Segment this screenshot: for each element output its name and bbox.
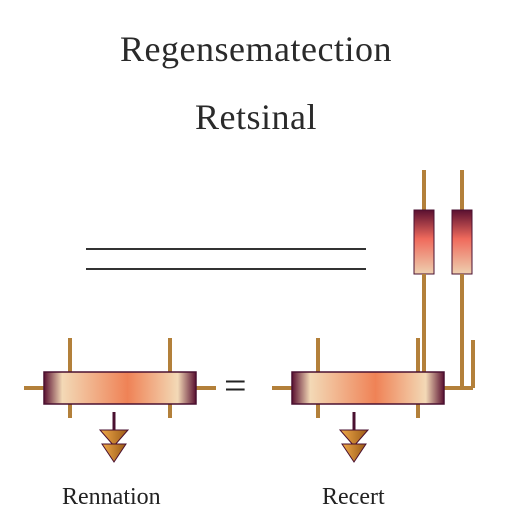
- rule-line-2: [86, 268, 366, 270]
- title-main: Regensematection: [0, 28, 512, 70]
- resistor-left: [20, 330, 220, 420]
- arrow-down-icon: [96, 412, 132, 472]
- title-sub: Retsinal: [0, 96, 512, 138]
- resistor-right: [268, 330, 478, 420]
- diagram-canvas: Regensematection Retsinal: [0, 0, 512, 512]
- caption-right: Recert: [322, 484, 385, 511]
- caption-left: Rennation: [62, 484, 161, 511]
- equals-sign: =: [224, 362, 247, 409]
- arrow-down-icon: [336, 412, 372, 472]
- rule-line-1: [86, 248, 366, 250]
